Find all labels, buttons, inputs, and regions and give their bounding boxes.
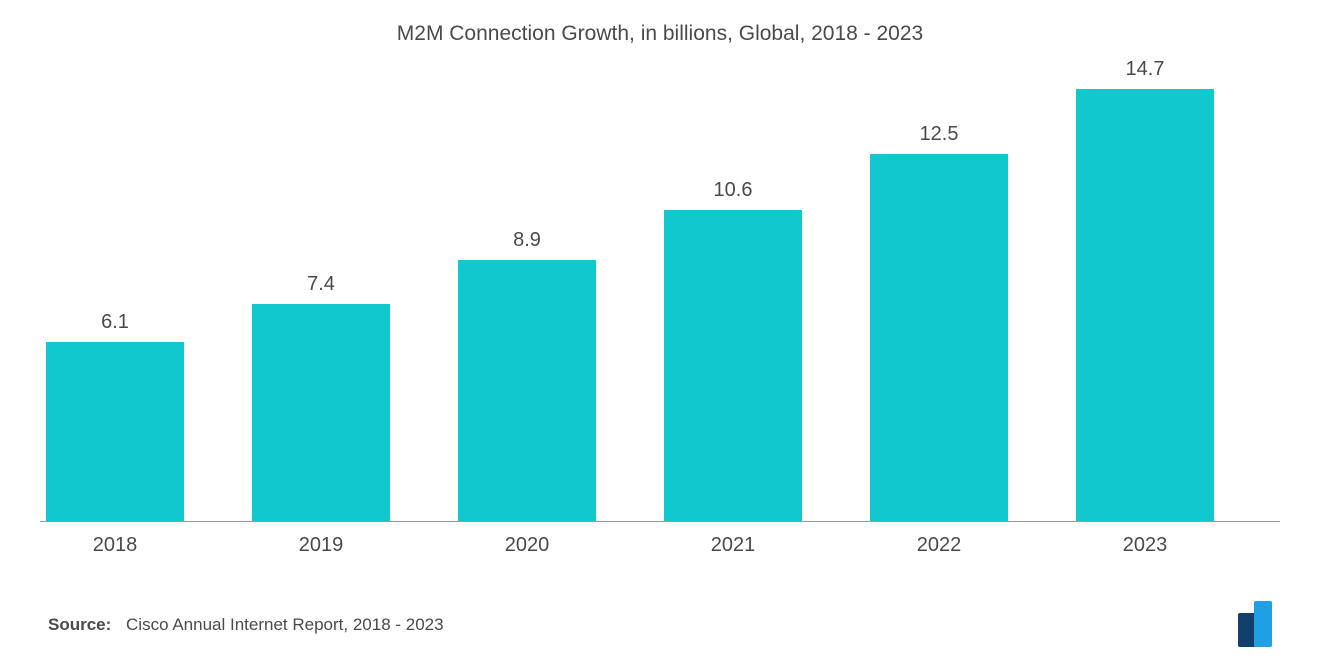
bar-slot: 12.5 xyxy=(870,51,1008,521)
chart-container: M2M Connection Growth, in billions, Glob… xyxy=(0,0,1320,665)
brand-logo xyxy=(1234,601,1292,647)
bar xyxy=(870,154,1008,521)
bar-slot: 10.6 xyxy=(664,51,802,521)
bar-slot: 14.7 xyxy=(1076,51,1214,521)
bar-value-label: 7.4 xyxy=(252,273,390,296)
bar-value-label: 8.9 xyxy=(458,229,596,252)
x-axis-label: 2022 xyxy=(870,534,1008,557)
x-axis-label: 2023 xyxy=(1076,534,1214,557)
bar-value-label: 12.5 xyxy=(870,123,1008,146)
source-text: Cisco Annual Internet Report, 2018 - 202… xyxy=(126,615,444,634)
source-label: Source: xyxy=(48,615,111,634)
x-axis-labels: 2018 2019 2020 2021 2022 2023 xyxy=(40,522,1280,562)
x-axis-label: 2018 xyxy=(46,534,184,557)
chart-title: M2M Connection Growth, in billions, Glob… xyxy=(40,22,1280,46)
bar-value-label: 14.7 xyxy=(1076,58,1214,81)
x-axis-label: 2019 xyxy=(252,534,390,557)
chart-plot-area: 6.1 7.4 8.9 10.6 12.5 14.7 xyxy=(40,52,1280,522)
bar xyxy=(252,304,390,521)
logo-icon xyxy=(1234,601,1292,647)
x-axis-label: 2021 xyxy=(664,534,802,557)
source-footer: Source: Cisco Annual Internet Report, 20… xyxy=(48,615,444,635)
bar-value-label: 10.6 xyxy=(664,179,802,202)
bar xyxy=(1076,89,1214,521)
bar xyxy=(664,210,802,521)
bar xyxy=(46,342,184,521)
x-axis-label: 2020 xyxy=(458,534,596,557)
bar-slot: 6.1 xyxy=(46,51,184,521)
bar xyxy=(458,260,596,521)
bar-value-label: 6.1 xyxy=(46,311,184,334)
bar-slot: 7.4 xyxy=(252,51,390,521)
bar-slot: 8.9 xyxy=(458,51,596,521)
